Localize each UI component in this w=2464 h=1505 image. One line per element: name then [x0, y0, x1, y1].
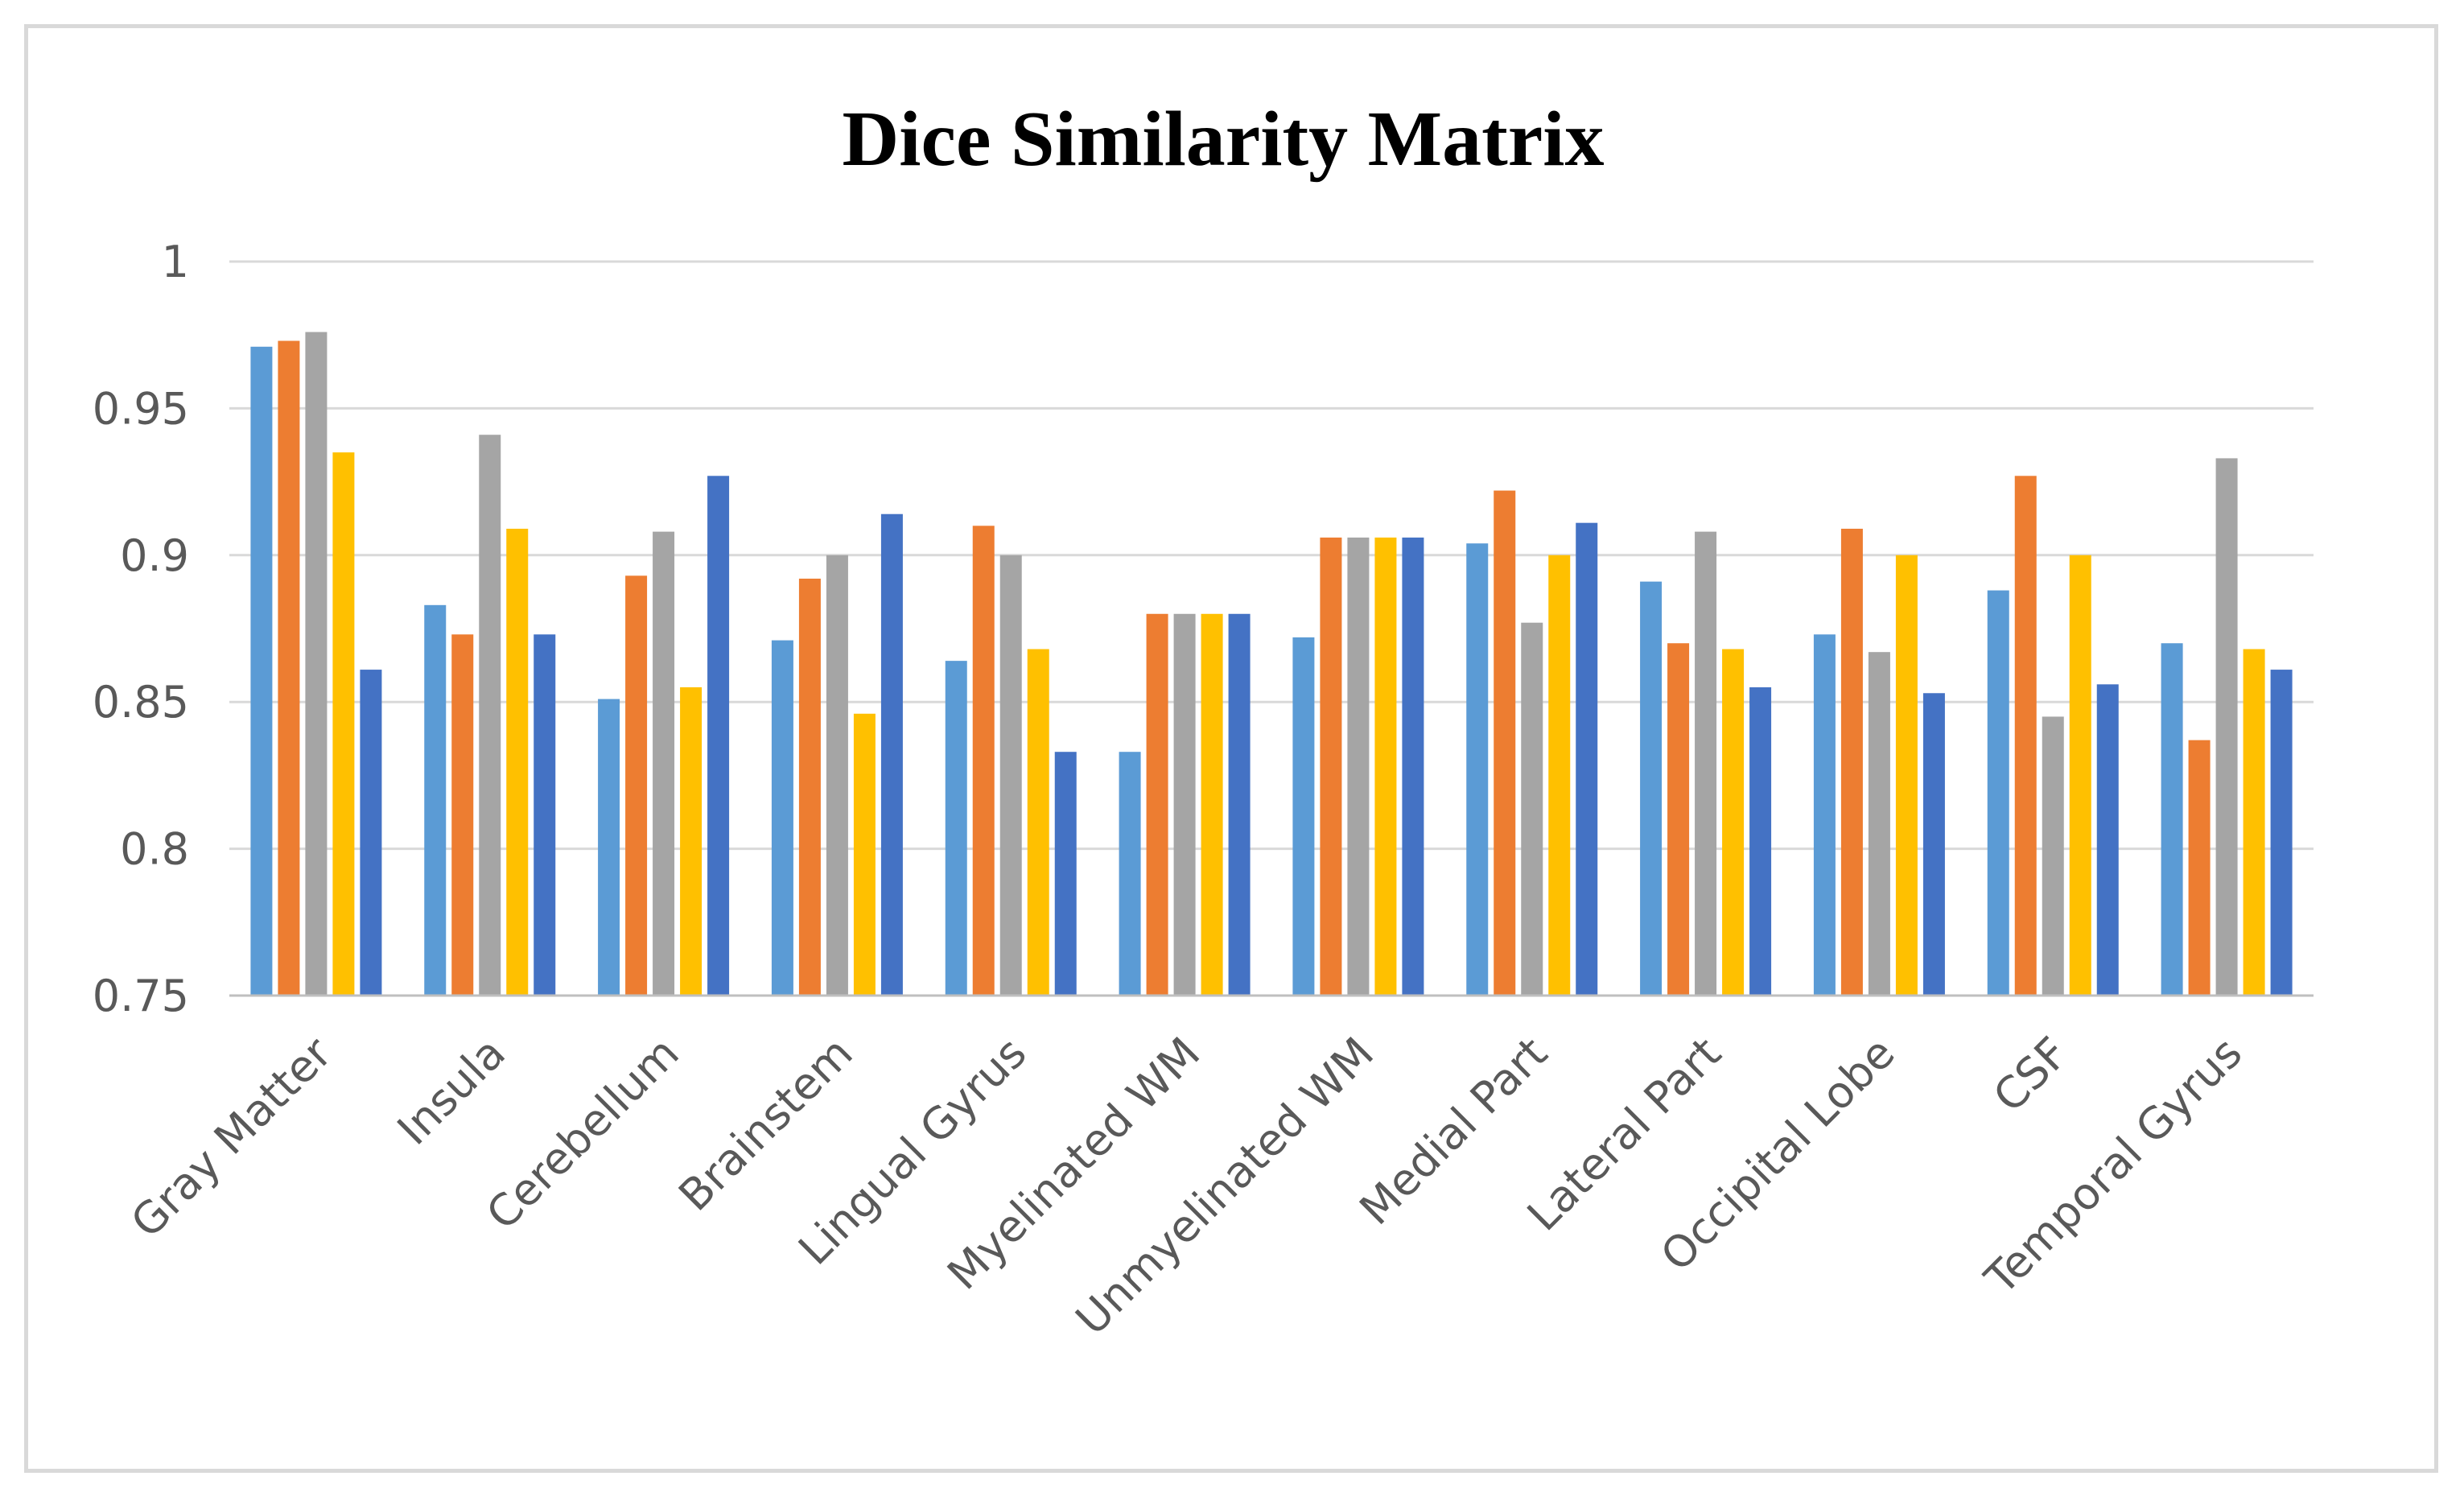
bar	[1922, 693, 1945, 996]
x-category-label: CSF	[1984, 1028, 2078, 1122]
bar	[999, 555, 1022, 996]
bar	[826, 555, 848, 996]
bar	[534, 634, 556, 996]
bar	[598, 699, 620, 996]
bar	[2096, 684, 2119, 996]
bar	[2270, 670, 2293, 996]
bar	[1640, 581, 1663, 996]
bar	[1347, 537, 1370, 996]
bar	[1521, 622, 1543, 996]
bar	[1027, 649, 1049, 996]
bar	[2188, 740, 2211, 996]
y-tick-label: 0.95	[93, 383, 189, 434]
bar	[945, 661, 967, 996]
y-tick-label: 0.85	[93, 677, 189, 728]
bar	[451, 634, 474, 996]
bar	[2069, 555, 2091, 996]
bar	[771, 640, 793, 996]
bar	[1548, 555, 1571, 996]
bars	[250, 332, 2293, 996]
x-axis-categories: Gray Matter InsulaCerebellumBrainstemLing…	[122, 1027, 2252, 1345]
bar	[360, 670, 382, 996]
bar	[479, 435, 501, 996]
bar	[1173, 613, 1196, 996]
bar	[2243, 649, 2265, 996]
bar	[1201, 613, 1223, 996]
bar	[424, 604, 447, 996]
bar	[798, 578, 821, 996]
bar	[2215, 458, 2238, 996]
bar	[972, 526, 995, 996]
bar	[625, 575, 648, 996]
bar	[1402, 537, 1424, 996]
bar	[1374, 537, 1397, 996]
bar	[1895, 555, 1918, 996]
y-axis-ticks: 0.75 0.8 0.85 0.9 0.95 1	[93, 237, 189, 1021]
bar	[278, 340, 300, 996]
bar	[853, 713, 876, 996]
bar	[1320, 537, 1342, 996]
bar	[1868, 652, 1890, 996]
bar	[1494, 490, 1516, 996]
bar	[1228, 613, 1251, 996]
x-category-label: Insula	[388, 1028, 515, 1155]
x-category-label: Unmyelinated WM	[1066, 1028, 1383, 1345]
bar	[880, 513, 903, 996]
bar	[1576, 522, 1598, 996]
bar	[2161, 643, 2183, 996]
bar	[1695, 531, 1717, 996]
bar	[1722, 649, 1745, 996]
bar	[1119, 752, 1141, 996]
y-tick-label: 0.75	[93, 971, 189, 1021]
y-tick-label: 1	[162, 237, 189, 287]
bar	[1146, 613, 1168, 996]
bar	[1840, 528, 1863, 996]
bar	[1054, 752, 1077, 996]
y-tick-label: 0.9	[120, 530, 189, 581]
bar	[1749, 687, 1772, 996]
gridlines	[229, 260, 2314, 851]
bar	[2042, 716, 2064, 996]
bar	[1466, 543, 1489, 996]
x-category-label: Gray Matter	[122, 1027, 342, 1247]
bar	[332, 452, 355, 996]
bar-chart: Dice Similarity Matrix 0.75 0.8 0.85 0.9 0.9…	[93, 96, 2314, 1345]
bar	[707, 476, 730, 996]
bar	[250, 346, 273, 996]
bar	[2014, 476, 2037, 996]
bar	[1813, 634, 1836, 996]
bar	[1292, 637, 1315, 996]
bar	[680, 687, 703, 996]
bar	[1987, 590, 2009, 996]
chart-frame: Dice Similarity Matrix 0.75 0.8 0.85 0.9 0.9…	[24, 24, 2438, 1473]
bar	[1667, 643, 1690, 996]
y-tick-label: 0.8	[120, 824, 189, 875]
bar	[653, 531, 675, 996]
bar	[506, 528, 529, 996]
x-category-label: Brainstem	[669, 1028, 862, 1221]
chart-title: Dice Similarity Matrix	[842, 96, 1604, 183]
bar	[305, 332, 328, 996]
